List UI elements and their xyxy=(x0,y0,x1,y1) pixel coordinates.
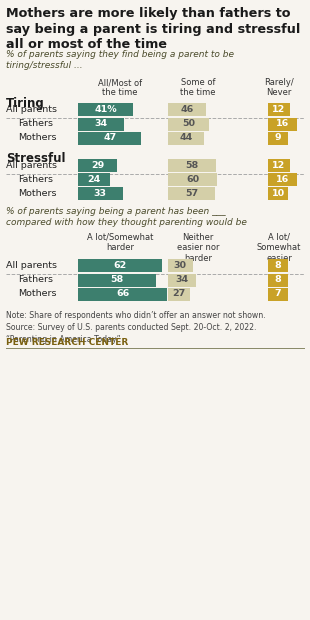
Text: 16: 16 xyxy=(276,120,289,128)
Bar xyxy=(268,187,288,200)
Bar xyxy=(78,131,141,144)
Text: Mothers are more likely than fathers to
say being a parent is tiring and stressf: Mothers are more likely than fathers to … xyxy=(6,7,300,51)
Text: 9: 9 xyxy=(275,133,281,143)
Text: 57: 57 xyxy=(185,188,198,198)
Text: 62: 62 xyxy=(113,260,126,270)
Text: 12: 12 xyxy=(272,105,286,113)
Text: PEW RESEARCH CENTER: PEW RESEARCH CENTER xyxy=(6,338,128,347)
Text: 47: 47 xyxy=(103,133,116,143)
Text: 7: 7 xyxy=(275,290,281,298)
Text: 29: 29 xyxy=(91,161,104,169)
Bar xyxy=(268,273,288,286)
Text: Some of
the time: Some of the time xyxy=(180,78,216,97)
Text: All/Most of
the time: All/Most of the time xyxy=(98,78,142,97)
Text: Neither
easier nor
harder: Neither easier nor harder xyxy=(177,233,219,263)
Text: 16: 16 xyxy=(276,174,289,184)
Text: 50: 50 xyxy=(182,120,195,128)
Bar xyxy=(268,118,297,130)
Text: 46: 46 xyxy=(180,105,193,113)
Text: All parents: All parents xyxy=(6,260,57,270)
Text: 58: 58 xyxy=(185,161,198,169)
Text: Fathers: Fathers xyxy=(18,174,53,184)
Text: All parents: All parents xyxy=(6,161,57,169)
Bar xyxy=(78,259,162,272)
Bar xyxy=(268,172,297,185)
Bar xyxy=(168,187,215,200)
Text: 33: 33 xyxy=(94,188,107,198)
Text: 60: 60 xyxy=(186,174,199,184)
Text: Note: Share of respondents who didn’t offer an answer not shown.
Source: Survey : Note: Share of respondents who didn’t of… xyxy=(6,311,266,343)
Bar xyxy=(78,172,110,185)
Bar xyxy=(78,187,122,200)
Text: 8: 8 xyxy=(275,260,281,270)
Bar xyxy=(168,288,190,301)
Text: % of parents saying being a parent has been ___
compared with how they thought p: % of parents saying being a parent has b… xyxy=(6,207,247,227)
Bar xyxy=(78,118,124,130)
Bar xyxy=(168,159,215,172)
Bar xyxy=(268,288,288,301)
Bar xyxy=(78,102,133,115)
Bar xyxy=(168,118,209,130)
Bar xyxy=(168,273,196,286)
Text: A lot/Somewhat
harder: A lot/Somewhat harder xyxy=(87,233,153,252)
Text: 58: 58 xyxy=(111,275,124,285)
Bar xyxy=(268,159,290,172)
Bar xyxy=(168,102,206,115)
Text: 41%: 41% xyxy=(94,105,117,113)
Text: Fathers: Fathers xyxy=(18,120,53,128)
Text: 12: 12 xyxy=(272,161,286,169)
Text: 66: 66 xyxy=(116,290,129,298)
Bar xyxy=(168,131,204,144)
Text: 24: 24 xyxy=(88,174,101,184)
Text: A lot/
Somewhat
easier: A lot/ Somewhat easier xyxy=(257,233,301,263)
Text: 27: 27 xyxy=(172,290,186,298)
Bar xyxy=(168,259,193,272)
Text: Fathers: Fathers xyxy=(18,275,53,285)
Bar xyxy=(78,159,117,172)
Text: 10: 10 xyxy=(272,188,285,198)
Text: 30: 30 xyxy=(174,260,187,270)
Text: Mothers: Mothers xyxy=(18,133,56,143)
Text: 8: 8 xyxy=(275,275,281,285)
Text: Mothers: Mothers xyxy=(18,188,56,198)
Text: 34: 34 xyxy=(94,120,108,128)
Text: Tiring: Tiring xyxy=(6,97,45,110)
Bar xyxy=(268,131,288,144)
Bar xyxy=(168,172,217,185)
Bar xyxy=(78,273,156,286)
Bar xyxy=(78,288,167,301)
Bar xyxy=(268,102,290,115)
Text: 44: 44 xyxy=(179,133,193,143)
Text: All parents: All parents xyxy=(6,105,57,113)
Text: % of parents saying they find being a parent to be
tiring/stressful ...: % of parents saying they find being a pa… xyxy=(6,50,234,70)
Text: 34: 34 xyxy=(175,275,188,285)
Bar xyxy=(268,259,288,272)
Text: Mothers: Mothers xyxy=(18,290,56,298)
Text: Rarely/
Never: Rarely/ Never xyxy=(264,78,294,97)
Text: Stressful: Stressful xyxy=(6,152,65,165)
